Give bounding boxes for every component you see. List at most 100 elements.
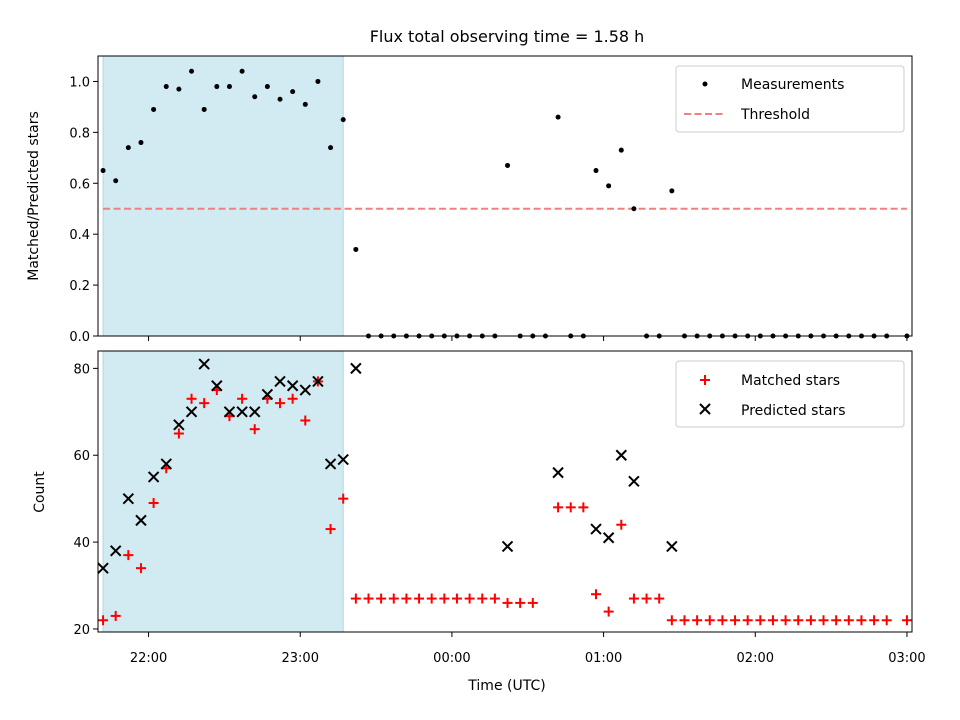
y-tick-label: 0.8 bbox=[69, 126, 90, 141]
measurement-point bbox=[264, 84, 270, 90]
matched-star-point bbox=[843, 615, 854, 626]
x-b bbox=[160, 458, 172, 470]
legend-measurements-marker bbox=[702, 81, 708, 87]
predicted-star-point bbox=[135, 514, 147, 527]
top-legend: Measurements Threshold bbox=[675, 65, 905, 133]
shaded-region bbox=[102, 55, 344, 337]
bottom-legend: Matched stars Predicted stars bbox=[675, 360, 905, 428]
measurement-point bbox=[631, 206, 637, 212]
matched-star-point bbox=[199, 398, 210, 409]
matched-star-point bbox=[881, 615, 892, 626]
predicted-star-point bbox=[501, 540, 514, 553]
observing-window-shade bbox=[102, 55, 344, 337]
matched-star-point bbox=[515, 597, 526, 608]
matched-star-point bbox=[414, 593, 425, 604]
x-b bbox=[286, 380, 299, 392]
x-b bbox=[249, 406, 261, 418]
predicted-star-point bbox=[350, 362, 362, 375]
x-b bbox=[236, 406, 248, 418]
predicted-star-point bbox=[312, 375, 324, 388]
predicted-star-point bbox=[590, 523, 602, 535]
matched-star-point bbox=[591, 589, 602, 600]
measurement-point bbox=[226, 84, 232, 90]
predicted-star-point bbox=[337, 453, 349, 466]
measurement-point bbox=[669, 188, 675, 194]
measurement-point bbox=[239, 68, 245, 74]
x-b bbox=[324, 458, 337, 470]
matched-star-point bbox=[489, 593, 500, 604]
top-legend-box bbox=[675, 65, 905, 133]
matched-star-point bbox=[565, 502, 576, 513]
predicted-star-point bbox=[249, 406, 261, 418]
y-tick-label: 1.0 bbox=[69, 75, 90, 90]
x-b bbox=[147, 471, 160, 483]
x-tick-label: 01:00 bbox=[585, 651, 622, 666]
measurement-point bbox=[113, 178, 119, 184]
x-b bbox=[173, 419, 185, 431]
matched-star-point bbox=[376, 593, 387, 604]
bottom-y-axis-label: Count bbox=[32, 471, 48, 513]
measurement-point bbox=[340, 117, 346, 123]
y-tick-label: 0.4 bbox=[69, 228, 90, 243]
y-tick-label: 60 bbox=[73, 449, 90, 464]
x-b bbox=[223, 406, 236, 418]
measurement-point bbox=[505, 162, 511, 168]
top-panel: 0.0 0.2 0.4 0.6 0.8 1.0 Flux total observing … bbox=[26, 27, 913, 345]
observing-window-shade bbox=[102, 350, 344, 633]
y-tick-label: 20 bbox=[73, 623, 90, 638]
top-y-axis-label: Matched/Predicted stars bbox=[26, 111, 42, 281]
measurement-point bbox=[163, 84, 169, 90]
x-b bbox=[312, 375, 324, 388]
legend-matched-label: Matched stars bbox=[741, 373, 840, 389]
predicted-star-point bbox=[147, 471, 160, 483]
predicted-star-point bbox=[109, 545, 122, 557]
legend-predicted-marker bbox=[699, 403, 711, 415]
matched-star-point bbox=[388, 593, 399, 604]
matched-star-point bbox=[901, 615, 912, 626]
measurement-point bbox=[100, 168, 106, 174]
y-tick-label: 80 bbox=[73, 362, 90, 377]
matched-star-point bbox=[325, 524, 336, 535]
measurement-point bbox=[593, 168, 599, 174]
x-axis-label: Time (UTC) bbox=[467, 678, 545, 694]
x-tick-label: 02:00 bbox=[737, 651, 774, 666]
bottom-y-ticks: 20 40 60 80 bbox=[73, 362, 98, 638]
matched-star-point bbox=[350, 593, 361, 604]
predicted-star-point bbox=[211, 380, 223, 392]
x-b bbox=[628, 475, 640, 488]
top-x-ticks bbox=[148, 336, 908, 341]
matched-star-point bbox=[755, 615, 766, 626]
predicted-stars-points bbox=[97, 358, 678, 574]
measurement-point bbox=[252, 94, 258, 100]
matched-star-point bbox=[767, 615, 778, 626]
predicted-star-point bbox=[324, 458, 337, 470]
matched-star-point bbox=[135, 563, 146, 574]
x-tick-label: 23:00 bbox=[282, 651, 319, 666]
measurement-point bbox=[606, 183, 612, 189]
matched-star-point bbox=[793, 615, 804, 626]
matched-star-point bbox=[641, 593, 652, 604]
predicted-star-point bbox=[122, 492, 135, 505]
predicted-star-point bbox=[299, 384, 311, 396]
y-tick-label: 40 bbox=[73, 536, 90, 551]
predicted-star-point bbox=[615, 449, 627, 461]
x-b bbox=[185, 406, 198, 418]
x-b bbox=[552, 466, 564, 479]
y-tick-label: 0.6 bbox=[69, 177, 90, 192]
predicted-star-point bbox=[97, 562, 109, 574]
measurement-point bbox=[125, 145, 131, 151]
measurement-point bbox=[201, 106, 207, 112]
matched-star-point bbox=[249, 424, 260, 435]
x-b bbox=[109, 545, 122, 557]
shaded-region bbox=[102, 350, 344, 633]
matched-star-point bbox=[805, 615, 816, 626]
top-y-ticks: 0.0 0.2 0.4 0.6 0.8 1.0 bbox=[69, 75, 98, 345]
measurement-point bbox=[353, 246, 359, 252]
predicted-star-point bbox=[552, 466, 564, 479]
matched-star-point bbox=[818, 615, 829, 626]
x-b bbox=[602, 532, 615, 544]
legend-threshold-label: Threshold bbox=[740, 107, 810, 123]
matched-star-point bbox=[300, 415, 311, 426]
x-tick-label: 03:00 bbox=[888, 651, 925, 666]
x-b bbox=[135, 514, 147, 527]
